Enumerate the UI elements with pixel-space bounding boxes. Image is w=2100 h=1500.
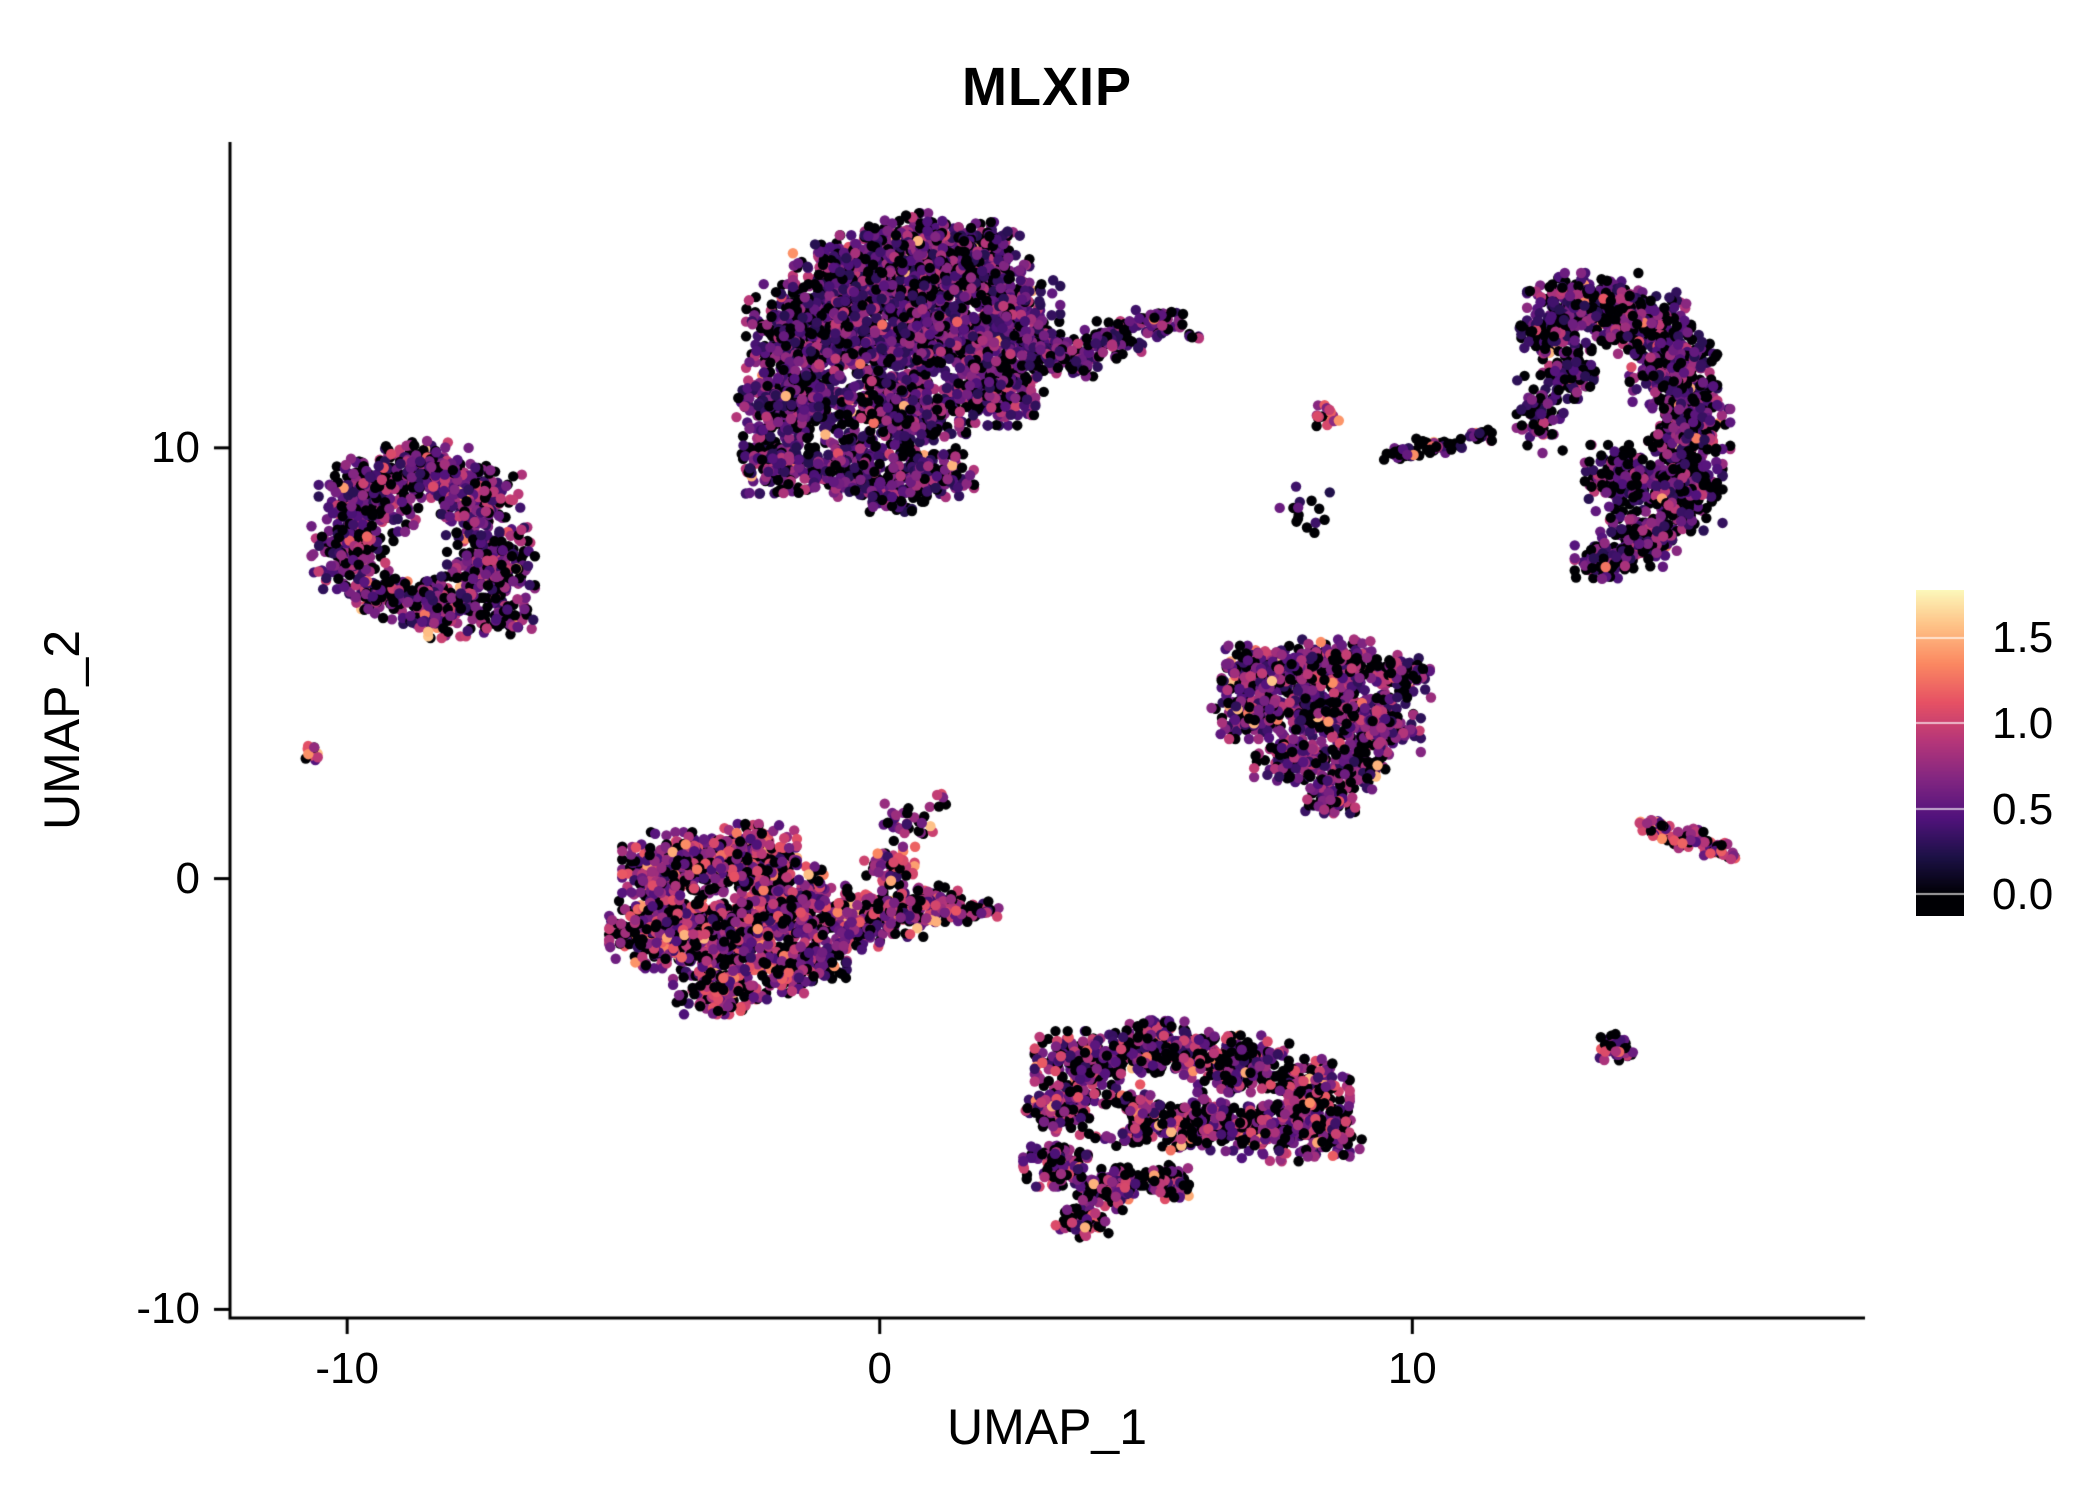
colorbar-gradient: [1916, 590, 1964, 916]
colorbar-tick-label: 0.5: [1992, 784, 2054, 834]
x-tick-label: 0: [867, 1344, 892, 1393]
x-tick-label: 10: [1387, 1344, 1437, 1393]
x-tick-label: -10: [315, 1344, 379, 1393]
plot-title: MLXIP: [961, 57, 1133, 117]
colorbar-tick-label: 1.5: [1992, 613, 2054, 663]
y-axis-title: UMAP_2: [34, 629, 90, 831]
y-tick-label: 10: [151, 422, 200, 472]
x-axis-title: UMAP_1: [946, 1399, 1148, 1455]
colorbar-legend: [1916, 590, 1964, 916]
colorbar-tick-label: 0.0: [1992, 870, 2054, 920]
y-tick-label: -10: [136, 1284, 200, 1334]
y-tick-label: 0: [175, 853, 200, 903]
colorbar-tick-label: 1.0: [1992, 698, 2054, 748]
